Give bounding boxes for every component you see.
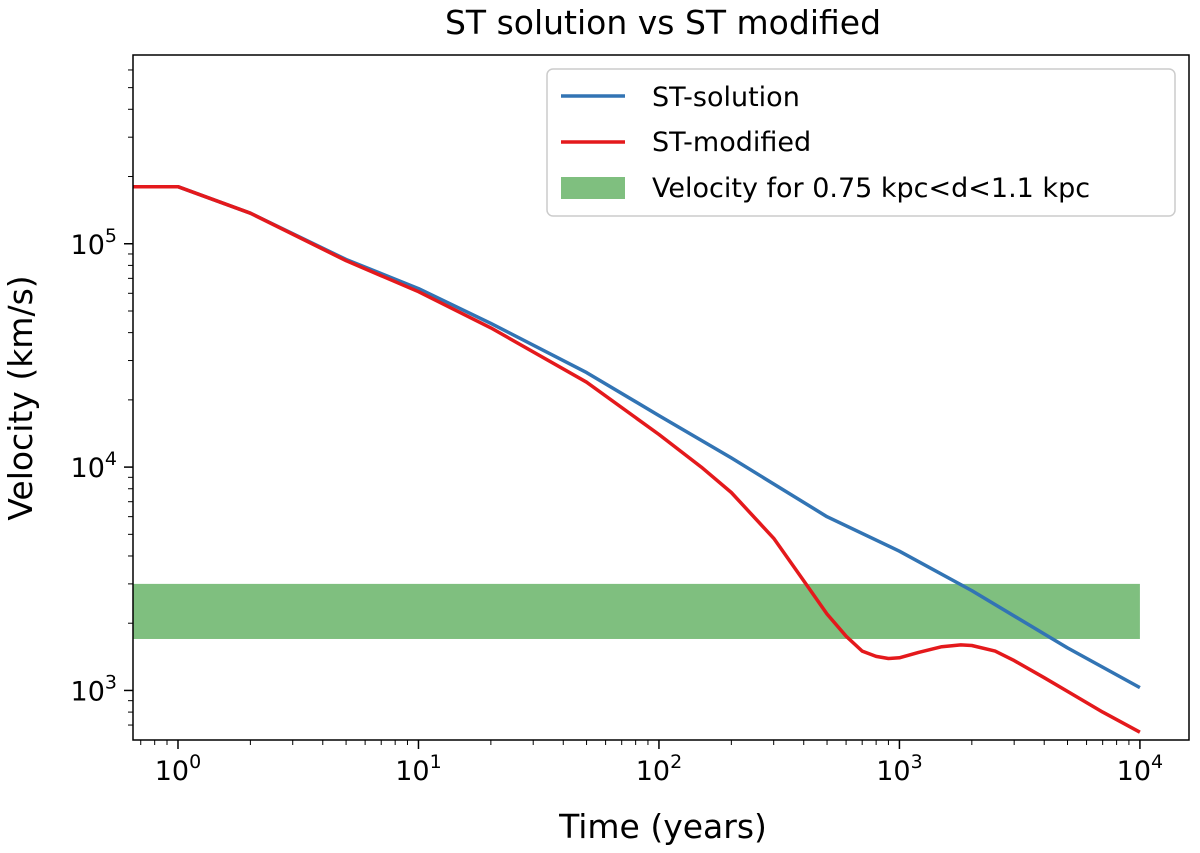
- x-axis: 100 101 102 103 104: [140, 740, 1163, 787]
- y-tick-label: 103: [71, 671, 117, 707]
- x-axis-label: Time (years): [558, 807, 767, 846]
- y-axis: 103 104 105: [71, 69, 133, 726]
- y-axis-label: Velocity (km/s): [1, 275, 40, 520]
- x-tick-label: 103: [876, 751, 922, 787]
- chart-title: ST solution vs ST modified: [445, 3, 881, 42]
- legend-swatch-velocity-band: [561, 177, 625, 199]
- plot-area: [133, 184, 1141, 734]
- series-line-st-modified: [133, 184, 1141, 734]
- y-tick-label: 104: [71, 448, 117, 484]
- x-tick-label: 102: [636, 751, 682, 787]
- legend-label-st-modified: ST-modified: [652, 127, 811, 158]
- legend: ST-solution ST-modified Velocity for 0.7…: [546, 68, 1176, 217]
- x-tick-label: 100: [155, 751, 201, 787]
- legend-label-velocity-band: Velocity for 0.75 kpc<d<1.1 kpc: [652, 173, 1090, 204]
- legend-box: [546, 68, 1176, 217]
- y-tick-label: 105: [71, 225, 117, 261]
- x-tick-label: 104: [1117, 751, 1163, 787]
- velocity-band: [133, 583, 1140, 639]
- x-tick-label: 101: [395, 751, 441, 787]
- legend-label-st-solution: ST-solution: [652, 82, 800, 113]
- plot-frame: [132, 54, 1190, 741]
